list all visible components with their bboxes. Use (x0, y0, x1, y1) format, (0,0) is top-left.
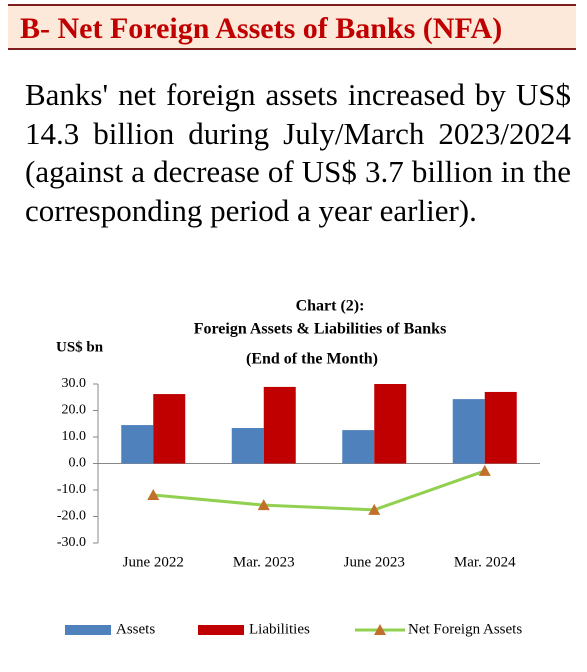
y-tick-label: -20.0 (57, 509, 86, 524)
x-tick-label: June 2022 (123, 554, 184, 570)
bar (342, 430, 375, 464)
bar (374, 384, 407, 464)
y-tick-label: -30.0 (57, 535, 86, 550)
bar (153, 394, 186, 464)
legend-swatch (198, 625, 244, 635)
y-tick-label: 30.0 (62, 376, 87, 391)
legend-swatch (65, 625, 111, 635)
marker (257, 499, 270, 511)
marker (147, 489, 160, 501)
bar (452, 399, 485, 464)
x-tick-label: June 2023 (344, 554, 405, 570)
chart-title: Chart (2): (296, 298, 365, 315)
line (153, 469, 486, 512)
x-tick-label: Mar. 2024 (454, 554, 516, 570)
legend-label: Net Foreign Assets (408, 621, 522, 637)
bar (231, 427, 264, 464)
y-tick-label: 20.0 (62, 403, 87, 418)
section-header: B- Net Foreign Assets of Banks (NFA) (8, 4, 576, 50)
bar (263, 386, 296, 464)
chart-note: (End of the Month) (246, 351, 378, 368)
y-axis-label: US$ bn (56, 339, 104, 355)
legend-label: Liabilities (249, 621, 310, 637)
y-tick-label: -10.0 (57, 482, 86, 497)
legend-label: Assets (116, 621, 155, 637)
chart-subtitle: Foreign Assets & Liabilities of Banks (194, 321, 447, 338)
bar (484, 391, 517, 464)
marker (478, 464, 491, 476)
marker (368, 503, 381, 515)
chart: Chart (2): Foreign Assets & Liabilities … (56, 298, 540, 637)
y-tick-label: 10.0 (62, 429, 87, 444)
y-tick-label: 0.0 (69, 456, 87, 471)
x-tick-label: Mar. 2023 (233, 554, 295, 570)
paragraph: Banks' net foreign assets increased by U… (25, 77, 571, 228)
bar (121, 425, 154, 464)
legend-marker (374, 624, 386, 635)
section-title: B- Net Foreign Assets of Banks (NFA) (20, 12, 503, 45)
